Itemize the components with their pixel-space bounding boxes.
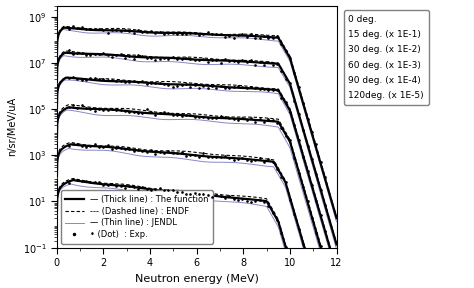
Legend: — (Thick line) : The function, --- (Dashed line) : ENDF, — (Thin line) : JENDL, : — (Thick line) : The function, --- (Dash… [61,190,213,244]
Y-axis label: n/sr/MeV/uA: n/sr/MeV/uA [7,97,17,156]
X-axis label: Neutron energy (MeV): Neutron energy (MeV) [135,274,259,284]
